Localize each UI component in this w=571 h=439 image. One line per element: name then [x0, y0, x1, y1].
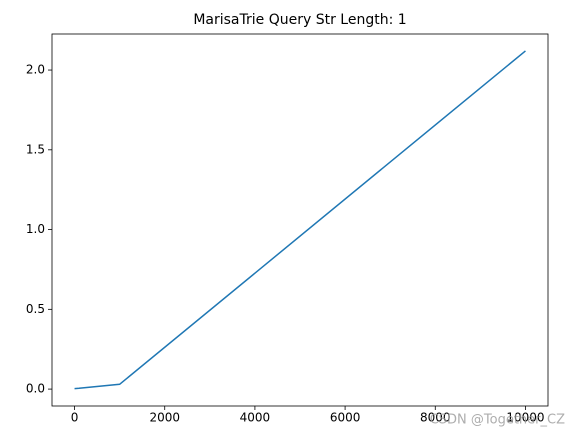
y-tick-label: 1.0: [26, 222, 45, 236]
axes-frame: [51, 33, 549, 407]
y-tick-label: 1.5: [26, 142, 45, 156]
line: [74, 50, 526, 390]
chart-title: MarisaTrie Query Str Length: 1: [193, 12, 406, 28]
x-tick-label: 6000: [330, 411, 361, 425]
x-tick-label: 0: [71, 411, 79, 425]
x-tick-label: 10000: [506, 411, 544, 425]
y-tick-label: 2.0: [26, 63, 45, 77]
y-tick-label: 0.0: [26, 382, 45, 396]
x-tick-label: 8000: [420, 411, 451, 425]
y-tick-label: 0.5: [26, 302, 45, 316]
x-tick-label: 2000: [149, 411, 180, 425]
x-tick-label: 4000: [240, 411, 271, 425]
watermark: CSDN @Together_CZ: [430, 413, 565, 428]
